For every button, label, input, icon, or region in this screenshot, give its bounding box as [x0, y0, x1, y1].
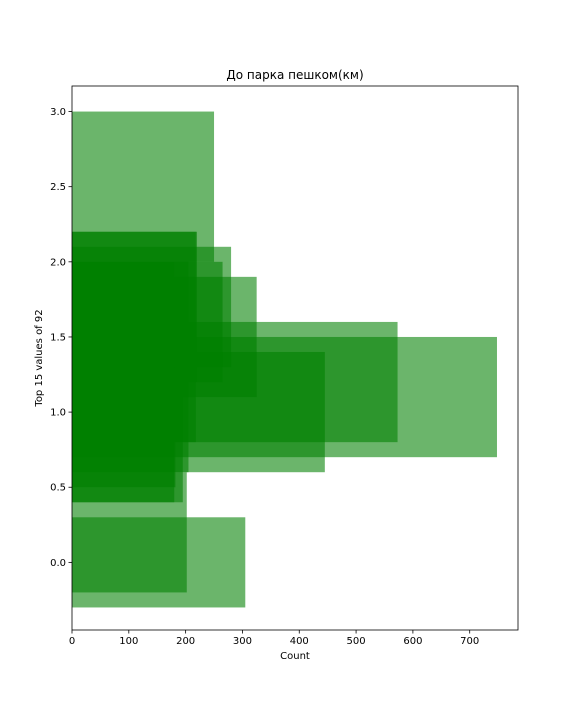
x-tick-label: 500	[347, 636, 366, 647]
y-tick-label: 0.5	[50, 483, 66, 494]
chart-title: До парка пешком(км)	[226, 68, 363, 82]
y-tick-label: 1.0	[50, 408, 66, 419]
plot-frame	[71, 85, 519, 631]
x-tick-label: 0	[69, 636, 75, 647]
y-axis: 0.0 0.5 1.0 1.5 2.0 2.5 3.0	[50, 107, 72, 569]
y-tick-label: 3.0	[50, 107, 66, 118]
y-tick-label: 1.5	[50, 332, 66, 343]
bar-15	[72, 261, 175, 503]
x-tick-label: 600	[403, 636, 422, 647]
y-tick-label: 2.5	[50, 182, 66, 193]
y-tick-label: 2.0	[50, 257, 66, 268]
y-tick-label: 0.0	[50, 558, 66, 569]
x-tick-label: 400	[290, 636, 309, 647]
x-tick-label: 700	[460, 636, 479, 647]
y-axis-label: Top 15 values of 92	[34, 309, 45, 407]
x-tick-label: 300	[233, 636, 252, 647]
x-axis: 0 100 200 300 400 500 600 700	[69, 630, 479, 647]
x-tick-label: 200	[176, 636, 195, 647]
x-axis-label: Count	[280, 651, 310, 662]
x-tick-label: 100	[119, 636, 138, 647]
bars	[72, 111, 497, 608]
